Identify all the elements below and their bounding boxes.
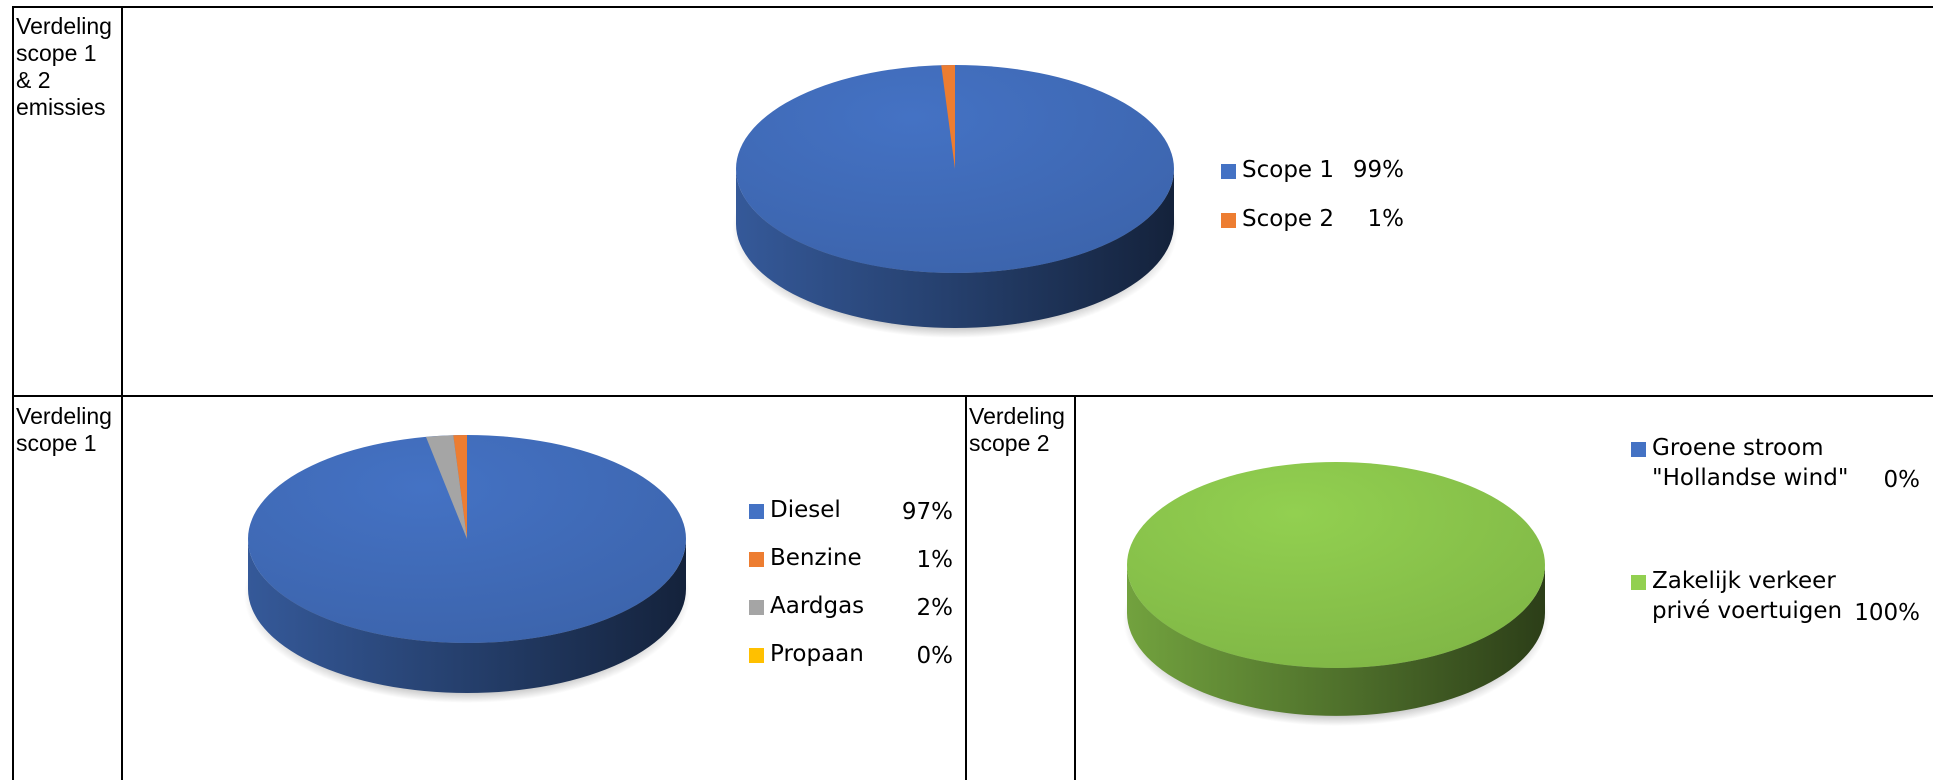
legend-swatch-1 (1631, 575, 1646, 590)
table-col-divider-1 (121, 6, 123, 780)
legend-label: Scope 2 (1242, 206, 1334, 232)
row-label-scope-1: Verdeling scope 1 (16, 403, 112, 457)
row-label-line: scope 2 (969, 430, 1050, 456)
legend-swatch-1 (1221, 213, 1236, 228)
data-label: 0% (1884, 467, 1921, 493)
legend-swatch-0 (1631, 442, 1646, 457)
legend: Scope 1 99% Scope 2 1% (1221, 157, 1404, 232)
legend-label: Benzine (770, 545, 862, 571)
legend-label: Aardgas (770, 593, 864, 619)
legend: Groene stroom "Hollandse wind" 0% Zakelijk … (1631, 435, 1920, 626)
pie-side-wall (248, 539, 686, 693)
row-label-line: Verdeling (969, 403, 1065, 429)
data-label: 99% (1353, 157, 1404, 183)
legend-swatch-0 (749, 504, 764, 519)
data-label: 1% (917, 547, 954, 573)
legend-swatch-3 (749, 648, 764, 663)
row-label-line: & 2 (16, 67, 51, 93)
row-label-line: emissies (16, 94, 106, 120)
pie-slice-1 (453, 435, 467, 539)
pie-slice-1 (941, 65, 955, 169)
data-label: 97% (902, 499, 953, 525)
legend-label: Zakelijk verkeer (1652, 568, 1836, 594)
table-row-divider (12, 395, 1933, 397)
row-label-line: scope 1 (16, 430, 97, 456)
legend-label: privé voertuigen (1652, 598, 1842, 624)
legend-label: Scope 1 (1242, 157, 1334, 183)
legend: Diesel 97% Benzine 1% Aardgas 2% Propaan 0% (749, 497, 953, 669)
pie-side-wall (736, 169, 1174, 328)
row-label-line: scope 1 (16, 40, 97, 66)
row-label-scope-2: Verdeling scope 2 (969, 403, 1065, 457)
data-label: 1% (1368, 206, 1405, 232)
data-label: 100% (1854, 600, 1920, 626)
legend-swatch-2 (749, 600, 764, 615)
pie-side-wall (1127, 565, 1545, 716)
table-border-top (12, 6, 1933, 8)
legend-label: Propaan (770, 641, 864, 667)
pie-slice-2 (425, 435, 467, 539)
data-label: 2% (917, 595, 954, 621)
legend-label: Groene stroom (1652, 435, 1824, 461)
table-col-divider-2 (965, 396, 967, 780)
row-label-scope-1-2: Verdeling scope 1 & 2 emissies (16, 13, 112, 121)
legend-swatch-0 (1221, 164, 1236, 179)
row-label-line: Verdeling (16, 13, 112, 39)
row-label-line: Verdeling (16, 403, 112, 429)
legend-label: Diesel (770, 497, 841, 523)
data-label: 0% (917, 643, 954, 669)
pie-slice-2-base (1127, 462, 1545, 668)
table-border-left (12, 6, 14, 780)
legend-label: "Hollandse wind" (1652, 465, 1848, 491)
table-col-divider-3 (1074, 396, 1076, 780)
legend-swatch-1 (749, 552, 764, 567)
